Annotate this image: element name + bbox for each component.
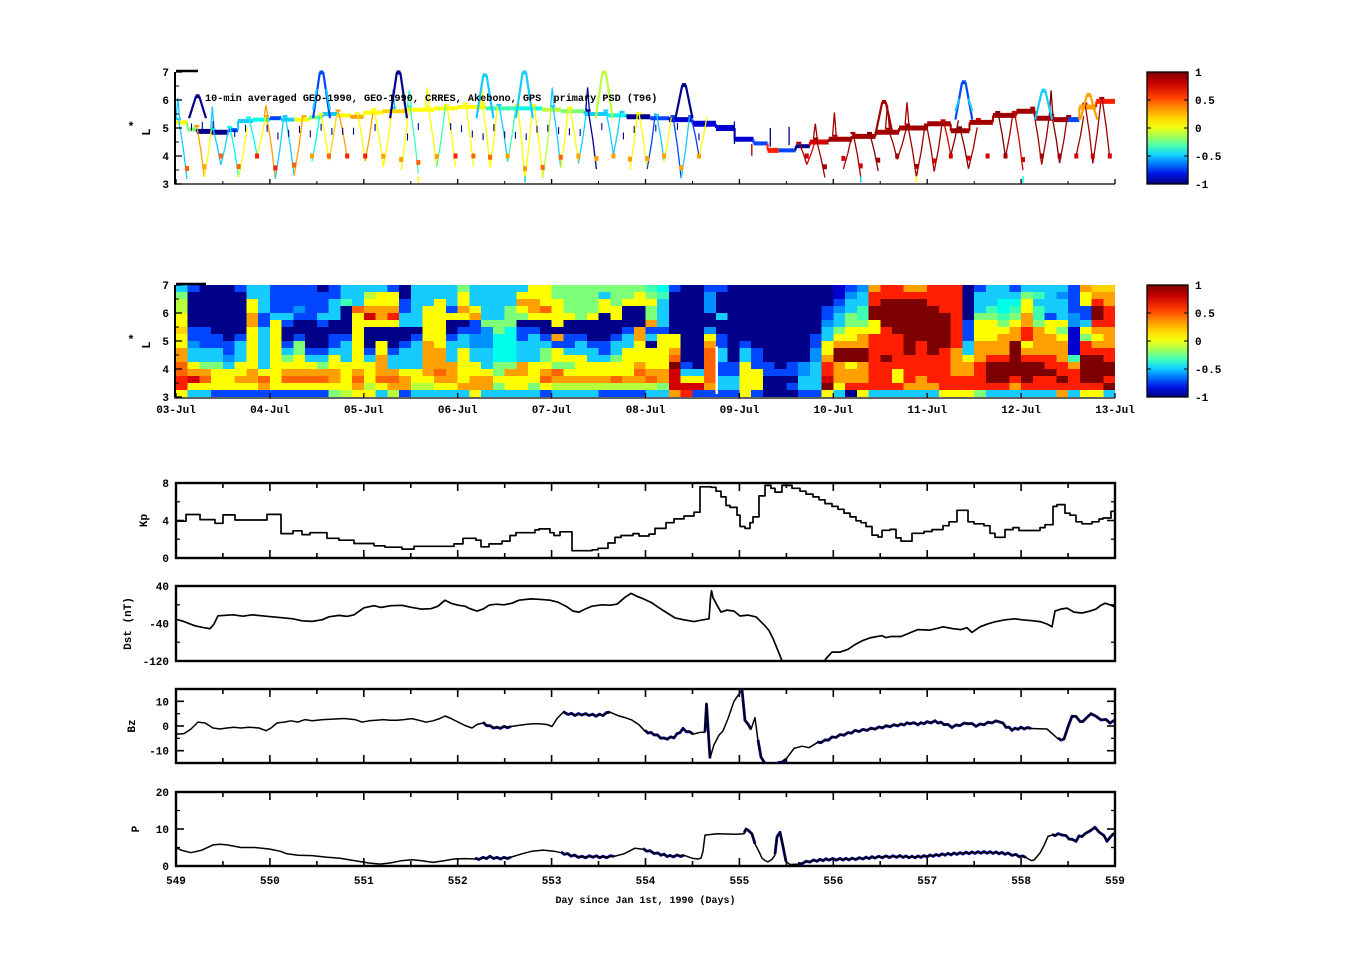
svg-text:L: L [140, 129, 154, 136]
svg-text:1: 1 [1195, 281, 1202, 293]
svg-text:0.5: 0.5 [1195, 309, 1215, 321]
svg-text:550: 550 [260, 876, 280, 888]
svg-text:*: * [127, 121, 134, 135]
svg-text:554: 554 [636, 876, 656, 888]
svg-text:10: 10 [156, 825, 169, 837]
svg-text:Day since Jan 1st, 1990 (Days): Day since Jan 1st, 1990 (Days) [555, 895, 735, 907]
svg-text:-120: -120 [143, 657, 169, 669]
svg-text:5: 5 [162, 337, 169, 349]
svg-text:0.5: 0.5 [1195, 96, 1215, 108]
svg-text:4: 4 [162, 152, 169, 164]
svg-text:1: 1 [1195, 68, 1202, 80]
svg-text:07-Jul: 07-Jul [532, 405, 572, 417]
svg-text:4: 4 [162, 517, 169, 529]
svg-text:Bz: Bz [127, 719, 139, 732]
svg-text:-1: -1 [1195, 180, 1209, 192]
svg-text:552: 552 [448, 876, 468, 888]
svg-text:P: P [131, 825, 143, 832]
svg-text:09-Jul: 09-Jul [720, 405, 760, 417]
svg-text:L: L [140, 342, 154, 349]
svg-text:04-Jul: 04-Jul [250, 405, 290, 417]
svg-text:-10: -10 [149, 747, 169, 759]
svg-text:12-Jul: 12-Jul [1001, 405, 1041, 417]
svg-text:0: 0 [162, 554, 169, 566]
svg-text:08-Jul: 08-Jul [626, 405, 666, 417]
svg-text:3: 3 [162, 393, 169, 405]
svg-text:4: 4 [162, 365, 169, 377]
svg-text:0: 0 [162, 722, 169, 734]
svg-text:549: 549 [166, 876, 186, 888]
svg-text:13-Jul: 13-Jul [1095, 405, 1135, 417]
svg-text:0: 0 [1195, 124, 1202, 136]
svg-text:3: 3 [162, 180, 169, 192]
svg-text:7: 7 [162, 68, 169, 80]
svg-text:-0.5: -0.5 [1195, 152, 1222, 164]
svg-text:40: 40 [156, 582, 169, 594]
svg-text:11-Jul: 11-Jul [907, 405, 947, 417]
svg-text:-1: -1 [1195, 393, 1209, 405]
svg-text:6: 6 [162, 309, 169, 321]
svg-text:5: 5 [162, 124, 169, 136]
svg-text:05-Jul: 05-Jul [344, 405, 384, 417]
svg-text:03-Jul: 03-Jul [156, 405, 196, 417]
svg-text:10-min averaged GEO-1990, GEO-: 10-min averaged GEO-1990, GEO-1990, CRRE… [205, 93, 657, 105]
svg-text:7: 7 [162, 281, 169, 293]
svg-text:-40: -40 [149, 620, 169, 632]
svg-text:556: 556 [823, 876, 843, 888]
svg-text:-0.5: -0.5 [1195, 365, 1222, 377]
svg-text:6: 6 [162, 96, 169, 108]
svg-text:10: 10 [156, 697, 169, 709]
svg-text:551: 551 [354, 876, 374, 888]
svg-text:8: 8 [162, 479, 169, 491]
svg-text:20: 20 [156, 788, 169, 800]
svg-text:558: 558 [1011, 876, 1031, 888]
svg-text:Dst (nT): Dst (nT) [123, 597, 135, 650]
svg-text:559: 559 [1105, 876, 1125, 888]
svg-text:553: 553 [542, 876, 562, 888]
svg-text:555: 555 [729, 876, 749, 888]
svg-text:06-Jul: 06-Jul [438, 405, 478, 417]
svg-text:557: 557 [917, 876, 937, 888]
svg-text:10-Jul: 10-Jul [813, 405, 853, 417]
svg-text:*: * [127, 334, 134, 348]
svg-text:0: 0 [1195, 337, 1202, 349]
svg-text:Kp: Kp [139, 514, 151, 528]
svg-text:0: 0 [162, 862, 169, 874]
